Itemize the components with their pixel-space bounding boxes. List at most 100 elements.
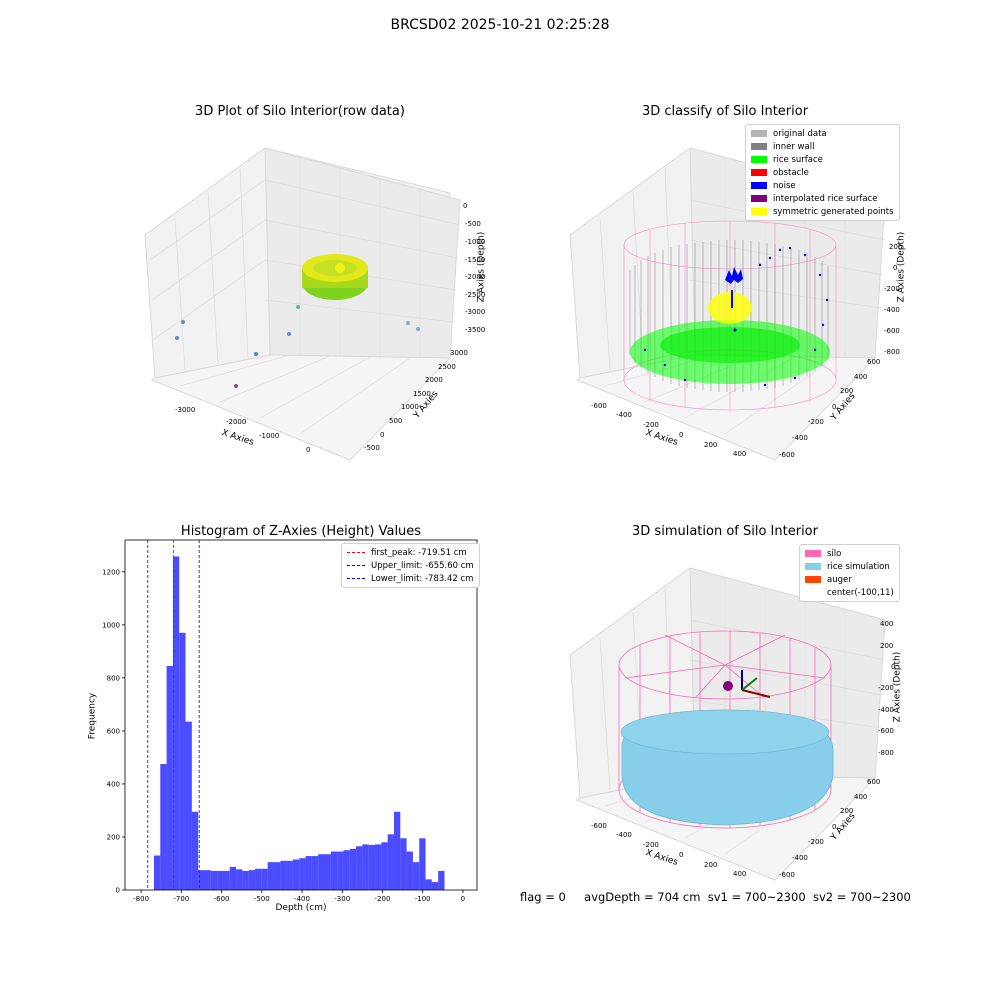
classify-z-tick-4: -600 bbox=[884, 327, 900, 335]
classify-legend-item: interpolated rice surface bbox=[751, 192, 894, 205]
sim-z-tick-3: -200 bbox=[878, 684, 894, 692]
classify-noise bbox=[643, 246, 829, 387]
sim-y-tick-6: 600 bbox=[867, 778, 881, 786]
raw-point-cloud bbox=[175, 254, 420, 388]
x-tick-label: 0 bbox=[461, 895, 465, 903]
x-tick-label: -400 bbox=[294, 895, 310, 903]
figure-title: BRCSD02 2025-10-21 02:25:28 bbox=[390, 17, 610, 33]
classify-legend-item: rice surface bbox=[751, 153, 894, 166]
histogram-bar bbox=[172, 556, 180, 890]
raw-z-label: Z Axies (Depth) bbox=[476, 231, 487, 303]
x-tick-label: -800 bbox=[133, 895, 149, 903]
legend-label: Lower_limit: -783.42 cm bbox=[371, 573, 474, 584]
classify-z-tick-3: -400 bbox=[884, 306, 900, 314]
histogram-bar bbox=[324, 854, 331, 890]
histogram-bar bbox=[438, 870, 445, 890]
histogram-bar bbox=[286, 860, 293, 890]
histogram-bar bbox=[255, 868, 262, 890]
raw-z-tick-4: -2000 bbox=[465, 273, 486, 281]
sv2-text: sv2 = 700~2300 bbox=[812, 890, 911, 904]
classify-legend-item: obstacle bbox=[751, 166, 894, 179]
simulation-legend-item: auger bbox=[805, 573, 894, 586]
legend-swatch bbox=[751, 169, 767, 176]
legend-swatch bbox=[805, 563, 821, 570]
legend-swatch bbox=[751, 182, 767, 189]
classify-z-tick-5: -800 bbox=[884, 348, 900, 356]
histogram-bar bbox=[242, 870, 249, 890]
classify-y-tick-5: 400 bbox=[854, 373, 868, 381]
histogram-bar bbox=[292, 859, 300, 890]
histogram-bar bbox=[204, 870, 211, 890]
classify-plot-title: 3D classify of Silo Interior bbox=[641, 104, 809, 119]
histogram-x-label: Depth (cm) bbox=[275, 903, 327, 913]
classify-y-tick-3: 0 bbox=[832, 403, 837, 411]
histogram-y-label: Frequency bbox=[87, 692, 98, 740]
histogram-bar bbox=[362, 844, 369, 890]
histogram-legend-item: Upper_limit: -655.60 cm bbox=[347, 559, 474, 572]
histogram-bar bbox=[375, 844, 382, 890]
raw-plot-title: 3D Plot of Silo Interior(row data) bbox=[195, 104, 405, 119]
raw-x-tick-2: -1000 bbox=[259, 432, 280, 440]
histogram-bar bbox=[261, 868, 268, 890]
histogram-chart: -800 -700 -600 -500 -400 -300 -200 -100 0 0 200 40… bbox=[102, 539, 478, 903]
sim-x-tick-0: -600 bbox=[591, 822, 607, 830]
sim-z-tick-4: -400 bbox=[878, 706, 894, 714]
legend-label: inner wall bbox=[773, 141, 815, 152]
histogram-bar bbox=[387, 834, 394, 890]
legend-swatch bbox=[805, 550, 821, 557]
histogram-bar bbox=[305, 856, 312, 890]
classify-y-tick-6: 600 bbox=[867, 358, 881, 366]
histogram-bar bbox=[248, 870, 256, 890]
simulation-legend-item: rice simulation bbox=[805, 560, 894, 573]
sim-x-tick-2: -200 bbox=[643, 841, 659, 849]
histogram-frame bbox=[124, 539, 478, 891]
legend-line bbox=[347, 552, 365, 553]
x-tick-label: -300 bbox=[334, 895, 350, 903]
raw-y-tick-3: 1000 bbox=[401, 403, 419, 411]
raw-z-tick-5: -2500 bbox=[465, 291, 486, 299]
histogram-bar bbox=[299, 858, 306, 890]
avg-depth-text: avgDepth = 704 cm bbox=[584, 890, 701, 904]
raw-y-tick-0: -500 bbox=[364, 444, 380, 452]
histogram-bar bbox=[179, 632, 186, 890]
raw-back-pane-right bbox=[264, 147, 461, 359]
histogram-bar bbox=[280, 860, 287, 890]
sim-y-tick-3: 0 bbox=[832, 823, 837, 831]
classify-y-tick-0: -600 bbox=[779, 451, 795, 459]
raw-z-tick-2: -1000 bbox=[465, 238, 486, 246]
histogram-vlines bbox=[147, 540, 200, 890]
raw-plot-3d bbox=[144, 147, 461, 461]
raw-z-tick-0: 0 bbox=[463, 202, 468, 210]
legend-label: obstacle bbox=[773, 167, 809, 178]
classify-x-tick-0: -600 bbox=[591, 402, 607, 410]
x-tick-label: -200 bbox=[375, 895, 391, 903]
simulation-legend-item: center(-100,11) bbox=[805, 586, 894, 599]
legend-swatch bbox=[805, 589, 821, 596]
classify-symmetric-points bbox=[708, 292, 752, 324]
histogram-bar bbox=[160, 764, 167, 890]
histogram-bar bbox=[400, 838, 407, 890]
status-footer: flag = 0 avgDepth = 704 cm sv1 = 700~230… bbox=[520, 890, 911, 904]
classify-y-tick-2: -200 bbox=[808, 418, 824, 426]
histogram-bar bbox=[406, 851, 413, 890]
raw-x-tick-0: -3000 bbox=[175, 406, 196, 414]
histogram-legend: first_peak: -719.51 cm Upper_limit: -655… bbox=[341, 543, 480, 588]
histogram-bar bbox=[311, 856, 319, 890]
histogram-y-ticks: 0 200 400 600 800 1000 1200 bbox=[102, 568, 125, 895]
raw-floor-pane bbox=[150, 354, 452, 461]
legend-label: rice surface bbox=[773, 154, 823, 165]
raw-z-tick-6: -3000 bbox=[465, 308, 486, 316]
histogram-bar bbox=[198, 870, 205, 890]
classify-x-tick-5: 400 bbox=[733, 450, 747, 458]
raw-x-tick-3: 0 bbox=[306, 446, 311, 454]
y-tick-label: 400 bbox=[107, 780, 120, 788]
sv1-text: sv1 = 700~2300 bbox=[707, 890, 806, 904]
classify-legend-item: original data bbox=[751, 127, 894, 140]
classify-x-tick-4: 200 bbox=[704, 441, 718, 449]
legend-label: original data bbox=[773, 128, 827, 139]
histogram-legend-item: first_peak: -719.51 cm bbox=[347, 546, 474, 559]
simulation-plot-title: 3D simulation of Silo Interior bbox=[632, 524, 818, 539]
y-tick-label: 200 bbox=[107, 833, 120, 841]
classify-x-tick-1: -400 bbox=[616, 411, 632, 419]
raw-y-tick-5: 2000 bbox=[425, 376, 443, 384]
